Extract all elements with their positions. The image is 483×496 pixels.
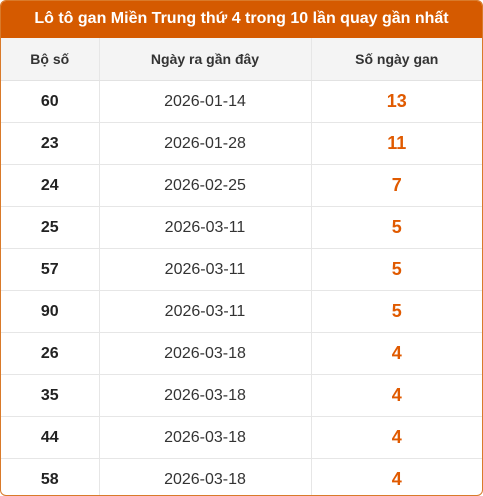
cell-number: 90 — [1, 290, 100, 333]
cell-gap-days: 5 — [311, 206, 482, 249]
table-row: 25 2026-03-11 5 — [1, 206, 482, 249]
cell-number: 60 — [1, 80, 100, 123]
table-row: 90 2026-03-11 5 — [1, 290, 482, 333]
panel-title: Lô tô gan Miền Trung thứ 4 trong 10 lần … — [1, 1, 482, 38]
table-row: 24 2026-02-25 7 — [1, 164, 482, 207]
cell-gap-days: 13 — [311, 80, 482, 123]
table-row: 57 2026-03-11 5 — [1, 248, 482, 291]
cell-gap-days: 11 — [311, 122, 482, 165]
cell-number: 57 — [1, 248, 100, 291]
cell-last-date: 2026-03-18 — [99, 374, 312, 417]
column-header-gap-days: Số ngày gan — [311, 38, 482, 81]
cell-last-date: 2026-03-11 — [99, 290, 312, 333]
table-row: 35 2026-03-18 4 — [1, 374, 482, 417]
cell-number: 23 — [1, 122, 100, 165]
header-row: Bộ số Ngày ra gần đây Số ngày gan — [1, 38, 482, 81]
cell-last-date: 2026-01-28 — [99, 122, 312, 165]
column-header-last-date: Ngày ra gần đây — [99, 38, 312, 81]
cell-last-date: 2026-03-18 — [99, 458, 312, 495]
cell-last-date: 2026-03-11 — [99, 248, 312, 291]
table-row: 23 2026-01-28 11 — [1, 122, 482, 165]
cell-number: 24 — [1, 164, 100, 207]
column-header-number: Bộ số — [1, 38, 100, 81]
cell-last-date: 2026-03-18 — [99, 416, 312, 459]
table-row: 44 2026-03-18 4 — [1, 416, 482, 459]
cell-gap-days: 5 — [311, 290, 482, 333]
cell-last-date: 2026-01-14 — [99, 80, 312, 123]
cell-gap-days: 4 — [311, 332, 482, 375]
lo-gan-table: Bộ số Ngày ra gần đây Số ngày gan 60 202… — [1, 38, 482, 495]
cell-gap-days: 5 — [311, 248, 482, 291]
cell-number: 25 — [1, 206, 100, 249]
cell-last-date: 2026-02-25 — [99, 164, 312, 207]
table-row: 60 2026-01-14 13 — [1, 80, 482, 123]
cell-number: 35 — [1, 374, 100, 417]
table-row: 26 2026-03-18 4 — [1, 332, 482, 375]
table-body: 60 2026-01-14 13 23 2026-01-28 11 24 202… — [1, 80, 482, 495]
cell-gap-days: 7 — [311, 164, 482, 207]
cell-last-date: 2026-03-18 — [99, 332, 312, 375]
cell-number: 44 — [1, 416, 100, 459]
cell-gap-days: 4 — [391, 469, 402, 489]
cell-number: 26 — [1, 332, 100, 375]
cell-gap-days: 4 — [311, 416, 482, 459]
table-header: Bộ số Ngày ra gần đây Số ngày gan — [1, 38, 482, 81]
cell-number: 58 — [1, 458, 100, 495]
cell-gap-days: 4 — [311, 374, 482, 417]
cell-last-date: 2026-03-11 — [99, 206, 312, 249]
table-row: 58 2026-03-18 4 — [1, 458, 482, 495]
